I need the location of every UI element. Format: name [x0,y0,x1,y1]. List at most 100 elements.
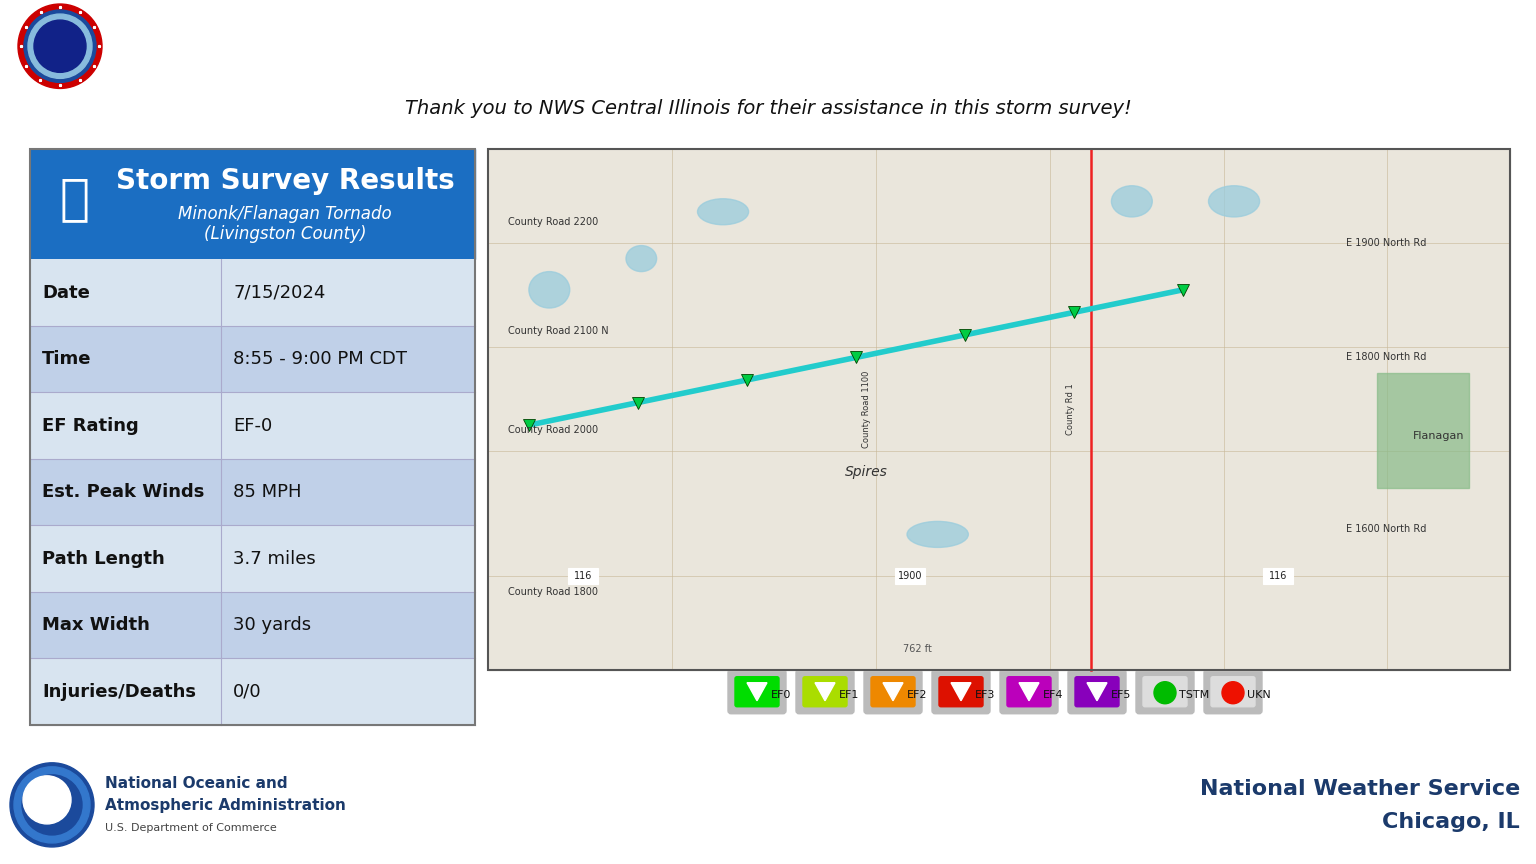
Text: E 1800 North Rd: E 1800 North Rd [1347,353,1427,363]
Text: 1900: 1900 [897,571,922,581]
Polygon shape [1018,683,1038,701]
Ellipse shape [528,271,570,308]
Circle shape [14,767,91,843]
FancyBboxPatch shape [1000,670,1058,714]
FancyBboxPatch shape [1137,670,1193,714]
Text: UKN: UKN [1247,689,1270,700]
Text: 85 MPH: 85 MPH [233,483,303,501]
Text: E 1900 North Rd: E 1900 North Rd [1347,238,1427,248]
Text: 116: 116 [574,571,593,581]
Text: EF4: EF4 [1043,689,1063,700]
Text: EF5: EF5 [1111,689,1132,700]
Bar [31,149,475,259]
Polygon shape [883,683,903,701]
Text: Max Width: Max Width [41,616,151,634]
Bar [31,658,475,725]
FancyBboxPatch shape [938,677,983,707]
Text: U.S. Department of Commerce: U.S. Department of Commerce [104,823,276,833]
Text: National Oceanic and: National Oceanic and [104,777,287,791]
Ellipse shape [1112,186,1152,217]
Circle shape [28,14,92,79]
Ellipse shape [908,521,968,548]
Circle shape [18,4,101,88]
FancyBboxPatch shape [1075,677,1120,707]
Text: Minonk/Flanagan Tornado: Minonk/Flanagan Tornado [124,13,932,67]
Text: Chicago, IL: Chicago, IL [1382,812,1521,832]
FancyBboxPatch shape [932,670,991,714]
Text: 762 ft: 762 ft [903,644,932,654]
Text: Injuries/Deaths: Injuries/Deaths [41,683,197,701]
Bar [1263,568,1293,584]
Text: County Road 1800: County Road 1800 [508,587,599,597]
Ellipse shape [627,245,656,271]
Circle shape [25,10,95,82]
Polygon shape [746,683,766,701]
Text: NOAA: NOAA [41,787,63,793]
Text: 0/0: 0/0 [233,683,263,701]
Circle shape [15,2,104,91]
Text: County Road 2000: County Road 2000 [508,425,599,435]
Text: Path Length: Path Length [41,550,164,568]
Text: (Livingston County): (Livingston County) [204,226,366,244]
Text: July 28, 2024: July 28, 2024 [1296,26,1521,54]
Text: Minonk/Flanagan Tornado: Minonk/Flanagan Tornado [178,206,392,224]
Text: 🌪: 🌪 [60,175,91,223]
FancyBboxPatch shape [1008,677,1051,707]
Text: Est. Peak Winds: Est. Peak Winds [41,483,204,501]
Text: County Road 2100 N: County Road 2100 N [508,327,610,336]
Bar [31,525,475,592]
Text: Flanagan: Flanagan [1413,430,1464,441]
Text: 3.7 miles: 3.7 miles [233,550,316,568]
FancyBboxPatch shape [728,670,786,714]
FancyBboxPatch shape [1210,677,1255,707]
Circle shape [1223,682,1244,704]
Bar [895,568,925,584]
FancyBboxPatch shape [871,677,915,707]
Text: EF Rating: EF Rating [41,416,138,435]
Text: EF0: EF0 [771,689,791,700]
Text: 30 yards: 30 yards [233,616,312,634]
Polygon shape [816,683,836,701]
Text: County Rd 1: County Rd 1 [1066,384,1075,435]
Text: 8:55 - 9:00 PM CDT: 8:55 - 9:00 PM CDT [233,350,407,368]
Bar [31,392,475,459]
Bar [31,592,475,658]
Bar [31,326,475,392]
Text: Thank you to NWS Central Illinois for their assistance in this storm survey!: Thank you to NWS Central Illinois for th… [404,99,1132,118]
Text: EF-0: EF-0 [233,416,272,435]
Ellipse shape [697,199,748,225]
Text: Storm Survey Results: Storm Survey Results [115,168,455,195]
Polygon shape [1087,683,1107,701]
FancyBboxPatch shape [863,670,922,714]
Bar [488,149,1510,670]
Text: EF1: EF1 [839,689,859,700]
Text: County Road 2200: County Road 2200 [508,217,599,227]
Text: EF2: EF2 [906,689,928,700]
FancyBboxPatch shape [803,677,846,707]
Text: EF3: EF3 [975,689,995,700]
FancyBboxPatch shape [1204,670,1263,714]
Text: National Weather Service: National Weather Service [1200,778,1521,799]
FancyBboxPatch shape [796,670,854,714]
Ellipse shape [1209,186,1260,217]
Text: 7/15/2024: 7/15/2024 [233,283,326,302]
Text: E 1600 North Rd: E 1600 North Rd [1347,524,1427,534]
Text: 116: 116 [1269,571,1287,581]
Bar [488,149,1510,670]
Circle shape [22,775,81,835]
Text: TSTM: TSTM [1180,689,1209,700]
FancyBboxPatch shape [1068,670,1126,714]
Circle shape [23,776,71,824]
Circle shape [11,763,94,847]
FancyBboxPatch shape [736,677,779,707]
Text: Spires: Spires [845,465,888,479]
Bar [31,149,475,725]
Text: Date: Date [41,283,91,302]
Text: County Road 1100: County Road 1100 [862,371,871,448]
Circle shape [34,20,86,73]
Polygon shape [951,683,971,701]
Bar [31,259,475,326]
Circle shape [1154,682,1177,704]
Bar [1378,373,1468,487]
Bar [568,568,598,584]
